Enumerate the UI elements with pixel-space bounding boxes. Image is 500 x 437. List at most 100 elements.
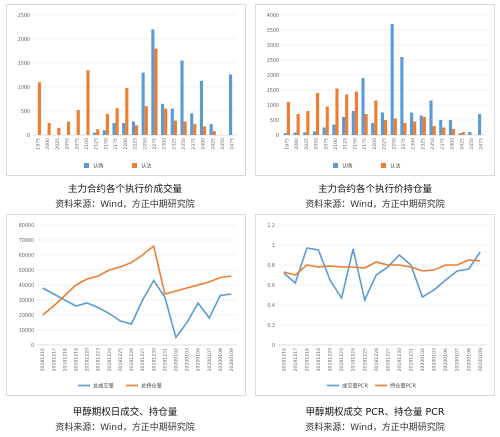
chart-exercise-volume: 0 500 1000 1500 2000 2500 1975 2000 2025 2050 2075… [18,13,237,170]
x-tick-label: 2450 [469,138,475,150]
y-tick-label: 2000 [267,73,279,79]
x-tick-label: 20191225 [362,348,368,371]
x-tick-label: 20200108 [466,348,472,371]
y-tick-label: 1500 [18,61,30,67]
x-tick-label: 2450 [220,138,226,150]
x-tick-label: 2150 [352,138,358,150]
x-tick-label: 20191216 [40,348,46,371]
x-tick-label: 2200 [372,138,378,150]
bar-call [468,132,472,135]
chart-exercise-open-interest: 0 500 1000 1500 2000 2500 3000 3500 4000 1975 2000… [267,13,486,170]
y-tick-label: 1500 [267,88,279,94]
bar-put [37,82,41,135]
series-line-0 [283,247,481,303]
bar-put [57,127,61,135]
bar-call [419,115,423,135]
bar-put [364,114,368,135]
x-tick-label: 2250 [391,138,397,150]
y-tick-label: 500 [270,118,279,124]
x-tick-label: 20191219 [73,348,79,371]
x-tick-label: 2100 [333,138,339,150]
bar-call [448,120,452,135]
y-tick-label: 2000 [18,37,30,43]
x-tick-label: 20191225 [118,348,124,371]
y-tick-label: 2500 [18,13,30,19]
bar-call [209,123,213,135]
y-tick-label: 0.2 [267,323,275,329]
x-tick-label: 2350 [430,138,436,150]
source-3: 资料来源：Wind，方正中期研究院 [55,423,195,433]
legend-label: 持仓量PCR [390,382,416,390]
x-tick-label: 2050 [314,138,320,150]
bar-call [161,103,165,135]
legend-label: 成交量PCR [342,382,368,390]
x-tick-label: 2075 [74,138,80,150]
source-1: 资料来源：Wind，方正中期研究院 [55,200,195,210]
x-tick-label: 2000 [294,138,300,150]
y-tick-label: 1000 [18,85,30,91]
x-tick-label: 20200108 [218,348,224,371]
bar-call [429,100,433,135]
x-tick-label: 2475 [479,138,485,150]
x-tick-label: 20191231 [408,348,414,371]
x-tick-label: 20191223 [96,348,102,371]
y-tick-label: 3000 [267,43,279,49]
x-tick-label: 20191218 [62,348,68,371]
x-tick-label: 2350 [181,138,187,150]
bar-call [229,74,233,135]
legend-label: 总成交量 [93,382,114,390]
bar-put [374,100,378,135]
x-tick-label: 1975 [35,138,41,150]
y-tick-label: 2500 [267,58,279,64]
bar-call [332,124,336,135]
bar-put [393,118,397,135]
x-tick-label: 2200 [123,138,129,150]
legend-label: 认购 [342,162,352,170]
series-line-1 [283,259,481,276]
bar-put [345,94,349,135]
bar-put [335,88,339,135]
x-tick-label: 20191216 [281,348,287,371]
y-tick-label: 50000 [19,268,34,274]
bar-put [384,120,388,135]
bar-put [86,70,90,135]
x-tick-label: 20191220 [85,348,91,371]
bar-call [293,132,297,135]
x-tick-label: 2275 [401,138,407,150]
x-tick-label: 20191220 [328,348,334,371]
y-tick-label: 500 [21,109,30,115]
y-tick-label: 80000 [19,223,34,229]
y-tick-label: 0 [31,343,34,349]
legend-swatch [132,163,137,168]
bar-call [141,72,145,135]
bar-put [432,126,436,135]
chart-panel-2: 0 500 1000 1500 2000 2500 3000 3500 4000 1975 2000… [255,4,495,176]
y-tick-label: 4000 [267,13,279,19]
x-tick-label: 20191224 [351,348,357,371]
bar-put [144,106,148,135]
x-tick-label: 2325 [420,138,426,150]
bar-call [93,132,97,135]
bar-put [296,114,300,135]
x-tick-label: 2125 [94,138,100,150]
x-tick-label: 20191224 [107,348,113,371]
x-tick-label: 20191226 [129,348,135,371]
bar-put [325,106,329,135]
x-tick-label: 2125 [343,138,349,150]
bar-put [115,108,119,135]
bar-call [361,78,365,135]
bar-put [76,110,80,135]
x-tick-label: 2375 [191,138,197,150]
x-tick-label: 2400 [450,138,456,150]
chart-panel-3: 0 10000 20000 30000 40000 50000 60000 70000 8000… [6,214,246,396]
x-tick-label: 20191230 [151,348,157,371]
bar-put [306,111,310,135]
bar-put [154,48,158,135]
x-tick-label: 20200109 [229,348,235,371]
bar-put [183,121,187,135]
y-tick-label: 70000 [19,238,34,244]
bar-put [105,113,109,135]
x-tick-label: 2425 [210,138,216,150]
y-tick-label: 40000 [19,283,34,289]
bar-put [67,121,71,135]
